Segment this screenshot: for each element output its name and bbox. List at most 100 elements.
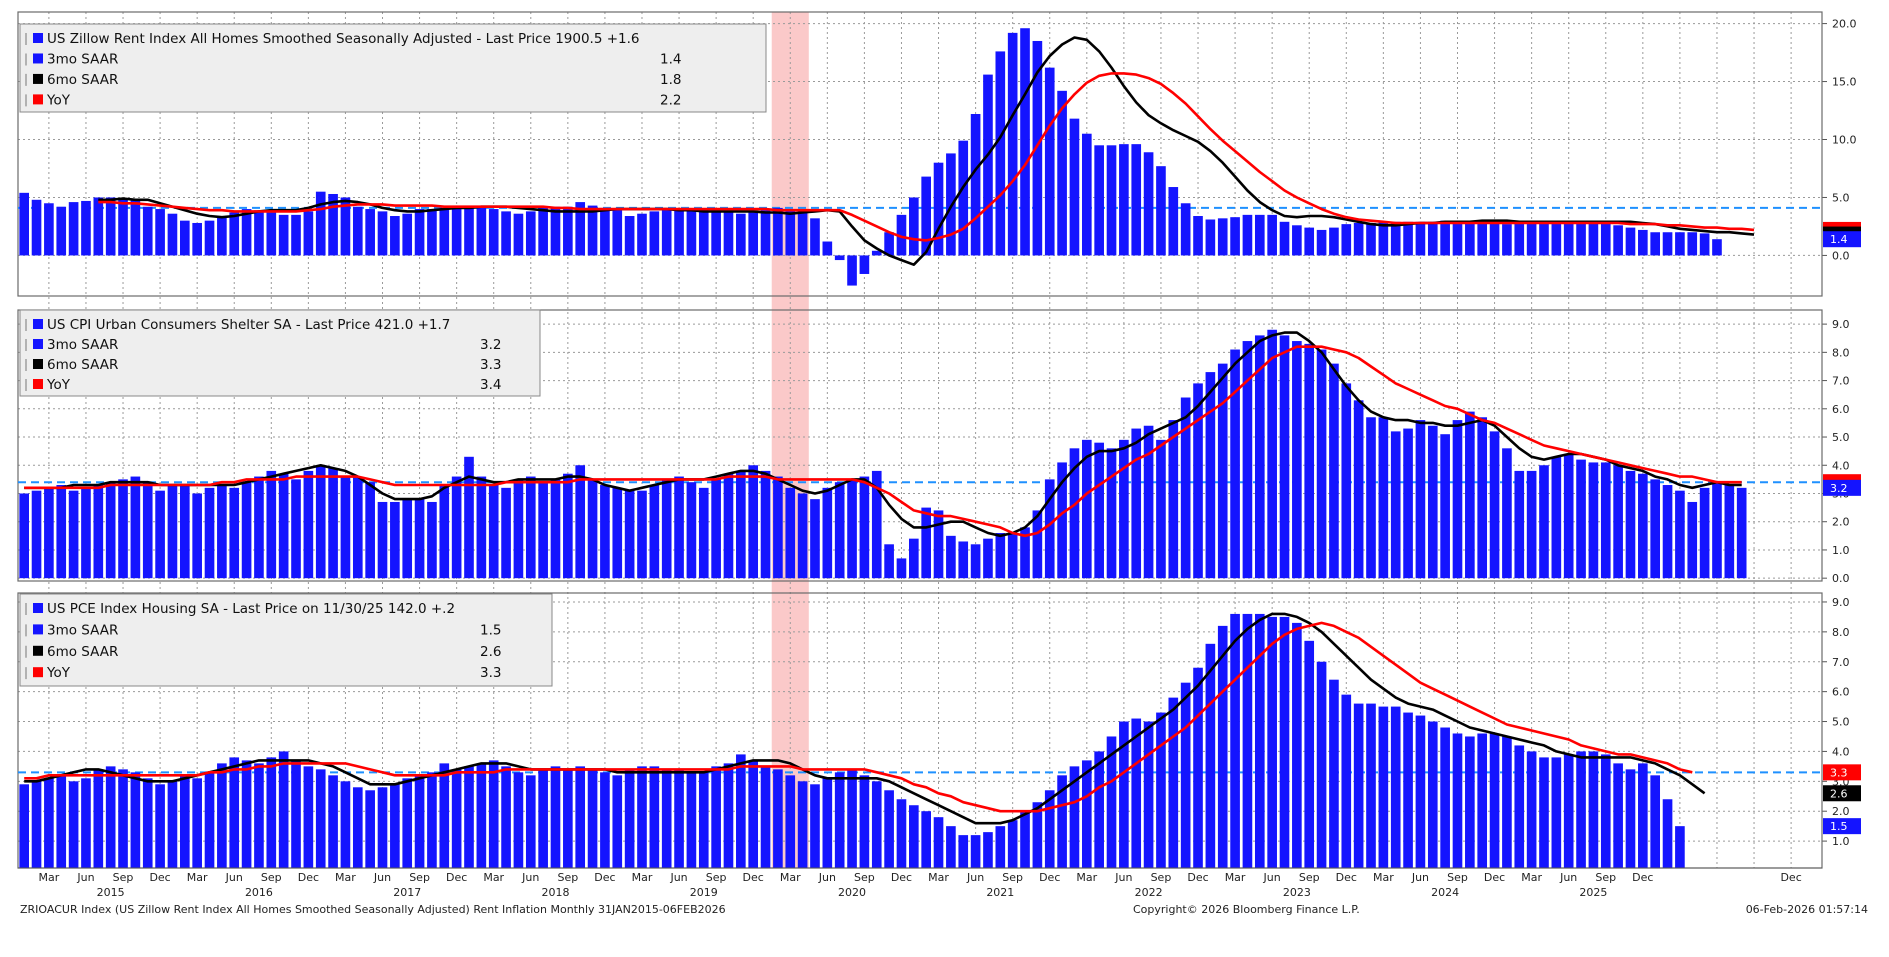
- x-tick-label-month: Mar: [483, 871, 504, 884]
- bar-3mo-saar: [834, 772, 845, 868]
- bar-3mo-saar: [1341, 224, 1352, 256]
- bar-3mo-saar: [241, 482, 252, 579]
- chart-panel-2: 0.01.02.03.04.05.06.07.08.09.03.2US CPI …: [17, 309, 1861, 585]
- bar-3mo-saar: [785, 487, 796, 579]
- legend-label: YoY: [46, 377, 71, 393]
- bar-3mo-saar: [1576, 459, 1586, 579]
- bar-3mo-saar: [970, 835, 981, 868]
- bar-3mo-saar: [1230, 217, 1240, 256]
- bar-3mo-saar: [612, 210, 623, 256]
- bar-3mo-saar: [933, 817, 944, 868]
- bar-3mo-saar: [1736, 487, 1747, 579]
- bar-3mo-saar: [983, 538, 993, 579]
- bar-3mo-saar: [624, 490, 635, 579]
- bar-3mo-saar: [1650, 232, 1661, 256]
- bar-3mo-saar: [315, 191, 326, 256]
- bar-3mo-saar: [736, 754, 746, 868]
- bar-3mo-saar: [1390, 706, 1401, 868]
- y-tick-label: 15.0: [1832, 76, 1857, 89]
- bar-3mo-saar: [1168, 187, 1179, 256]
- bar-3mo-saar: [1415, 420, 1426, 579]
- bar-3mo-saar: [1032, 802, 1043, 868]
- bar-3mo-saar: [1465, 411, 1475, 579]
- bar-3mo-saar: [19, 493, 29, 579]
- bar-3mo-saar: [1267, 616, 1277, 868]
- bar-3mo-saar: [427, 209, 437, 256]
- y-tick-label: 0.0: [1832, 249, 1850, 262]
- bar-3mo-saar: [1007, 533, 1018, 579]
- bar-3mo-saar: [1588, 462, 1599, 579]
- bar-3mo-saar: [1057, 90, 1067, 256]
- bar-3mo-saar: [563, 769, 573, 868]
- bar-3mo-saar: [1057, 775, 1067, 868]
- bar-3mo-saar: [229, 487, 240, 579]
- bar-3mo-saar: [1662, 232, 1673, 256]
- y-tick-label: 2.0: [1832, 805, 1850, 818]
- bar-3mo-saar: [1007, 820, 1018, 868]
- bar-3mo-saar: [810, 499, 820, 579]
- bar-3mo-saar: [1390, 431, 1401, 579]
- bar-3mo-saar: [142, 206, 153, 256]
- bar-3mo-saar: [476, 476, 487, 579]
- y-tick-label: 8.0: [1832, 626, 1850, 639]
- bar-3mo-saar: [1341, 694, 1352, 868]
- bar-3mo-saar: [1675, 490, 1685, 579]
- bar-3mo-saar: [1378, 417, 1389, 579]
- bar-3mo-saar: [1551, 757, 1562, 868]
- bar-3mo-saar: [1230, 349, 1240, 579]
- bar-3mo-saar: [958, 140, 969, 256]
- bar-3mo-saar: [1081, 760, 1092, 868]
- legend-label: US CPI Urban Consumers Shelter SA - Last…: [47, 317, 450, 333]
- bar-3mo-saar: [1366, 417, 1376, 579]
- bar-3mo-saar: [1712, 482, 1722, 579]
- bar-3mo-saar: [822, 241, 833, 256]
- bar-3mo-saar: [390, 501, 400, 579]
- bar-3mo-saar: [736, 470, 746, 579]
- bar-3mo-saar: [1069, 118, 1080, 256]
- bar-3mo-saar: [439, 763, 450, 868]
- y-tick-label: 5.0: [1832, 191, 1850, 204]
- x-tick-label-month: Dec: [743, 871, 764, 884]
- last-value-tag-label: 1.4: [1830, 233, 1848, 246]
- bar-3mo-saar: [464, 456, 474, 579]
- bar-3mo-saar: [711, 210, 721, 256]
- panel-frame: [17, 11, 1823, 297]
- bar-3mo-saar: [1563, 453, 1574, 579]
- bar-3mo-saar: [1539, 757, 1549, 868]
- bar-3mo-saar: [291, 479, 301, 579]
- legend-swatch: [33, 339, 43, 349]
- bar-3mo-saar: [439, 485, 450, 579]
- bar-3mo-saar: [1254, 335, 1265, 579]
- x-tick-label-month: Mar: [335, 871, 356, 884]
- x-tick-label-year: 2021: [986, 886, 1014, 899]
- bar-3mo-saar: [81, 487, 91, 579]
- last-value-tag: [1823, 231, 1861, 248]
- bar-3mo-saar: [587, 479, 598, 579]
- bar-3mo-saar: [488, 209, 499, 256]
- bar-3mo-saar: [983, 832, 993, 868]
- bar-3mo-saar: [1193, 383, 1203, 579]
- legend-swatch: [33, 94, 43, 105]
- bar-3mo-saar: [1292, 622, 1302, 868]
- bar-3mo-saar: [488, 485, 499, 579]
- legend-label: 6mo SAAR: [47, 72, 118, 88]
- bar-3mo-saar: [1329, 227, 1339, 256]
- bar-3mo-saar: [217, 763, 227, 868]
- bar-3mo-saar: [711, 766, 721, 868]
- legend-label: YoY: [46, 665, 71, 681]
- bar-3mo-saar: [1119, 721, 1129, 868]
- bar-3mo-saar: [390, 784, 400, 868]
- y-tick-label: 8.0: [1832, 346, 1850, 359]
- last-value-tag: [1823, 479, 1861, 496]
- bar-3mo-saar: [266, 212, 277, 256]
- bar-3mo-saar: [179, 220, 190, 256]
- legend-last-value: 3.3: [480, 357, 501, 373]
- bar-3mo-saar: [1168, 420, 1179, 579]
- bar-3mo-saar: [587, 205, 598, 256]
- x-tick-label-month: Sep: [1151, 871, 1172, 884]
- bar-3mo-saar: [1217, 363, 1228, 579]
- y-tick-label: 7.0: [1832, 656, 1850, 669]
- bar-3mo-saar: [1119, 439, 1129, 579]
- bar-3mo-saar: [1242, 214, 1253, 256]
- bar-3mo-saar: [340, 476, 351, 579]
